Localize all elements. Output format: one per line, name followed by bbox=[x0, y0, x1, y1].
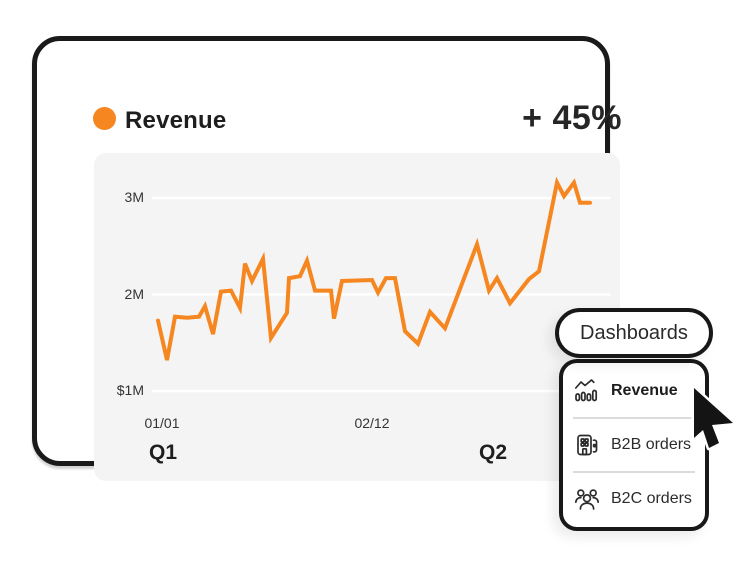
revenue-line-chart: 3M 2M $1M 01/01 02/12 Q1 Q2 bbox=[94, 153, 620, 481]
orange-dot-icon bbox=[93, 107, 116, 130]
mouse-pointer-icon bbox=[686, 380, 740, 463]
revenue-series-line bbox=[156, 176, 592, 361]
menu-item-revenue[interactable]: Revenue bbox=[563, 365, 705, 417]
y-axis-tick-label: 2M bbox=[124, 285, 144, 302]
menu-item-b2c-orders[interactable]: B2C orders bbox=[563, 473, 705, 525]
card-title: Revenue bbox=[125, 107, 227, 134]
menu-item-b2b-orders[interactable]: B2B orders bbox=[563, 419, 705, 471]
menu-item-label: Revenue bbox=[611, 382, 678, 399]
building-icon bbox=[574, 432, 600, 458]
menu-divider bbox=[573, 471, 695, 473]
x-axis-tick-label: 01/01 bbox=[144, 415, 180, 431]
growth-percentage: + 45% bbox=[522, 99, 622, 137]
menu-item-label: B2B orders bbox=[611, 436, 692, 453]
menu-item-label: B2C orders bbox=[611, 490, 692, 507]
line-chart-icon bbox=[574, 378, 600, 404]
quarter-label: Q2 bbox=[478, 441, 507, 464]
chart-canvas bbox=[152, 176, 610, 393]
x-axis-tick-label: 02/12 bbox=[354, 415, 390, 431]
revenue-card: Revenue + 45% 3M 2M $1M 01/01 02/12 Q1 Q2 bbox=[32, 36, 622, 481]
dashboards-dropdown-menu: Revenue B2B orders bbox=[559, 359, 709, 531]
quarter-label: Q1 bbox=[148, 441, 177, 464]
dashboards-button[interactable]: Dashboards bbox=[555, 308, 713, 358]
dashboards-button-label: Dashboards bbox=[580, 321, 688, 344]
people-icon bbox=[574, 486, 600, 512]
y-axis-tick-label: 3M bbox=[124, 189, 144, 205]
y-axis-tick-label: $1M bbox=[116, 382, 144, 398]
menu-divider bbox=[573, 417, 695, 419]
